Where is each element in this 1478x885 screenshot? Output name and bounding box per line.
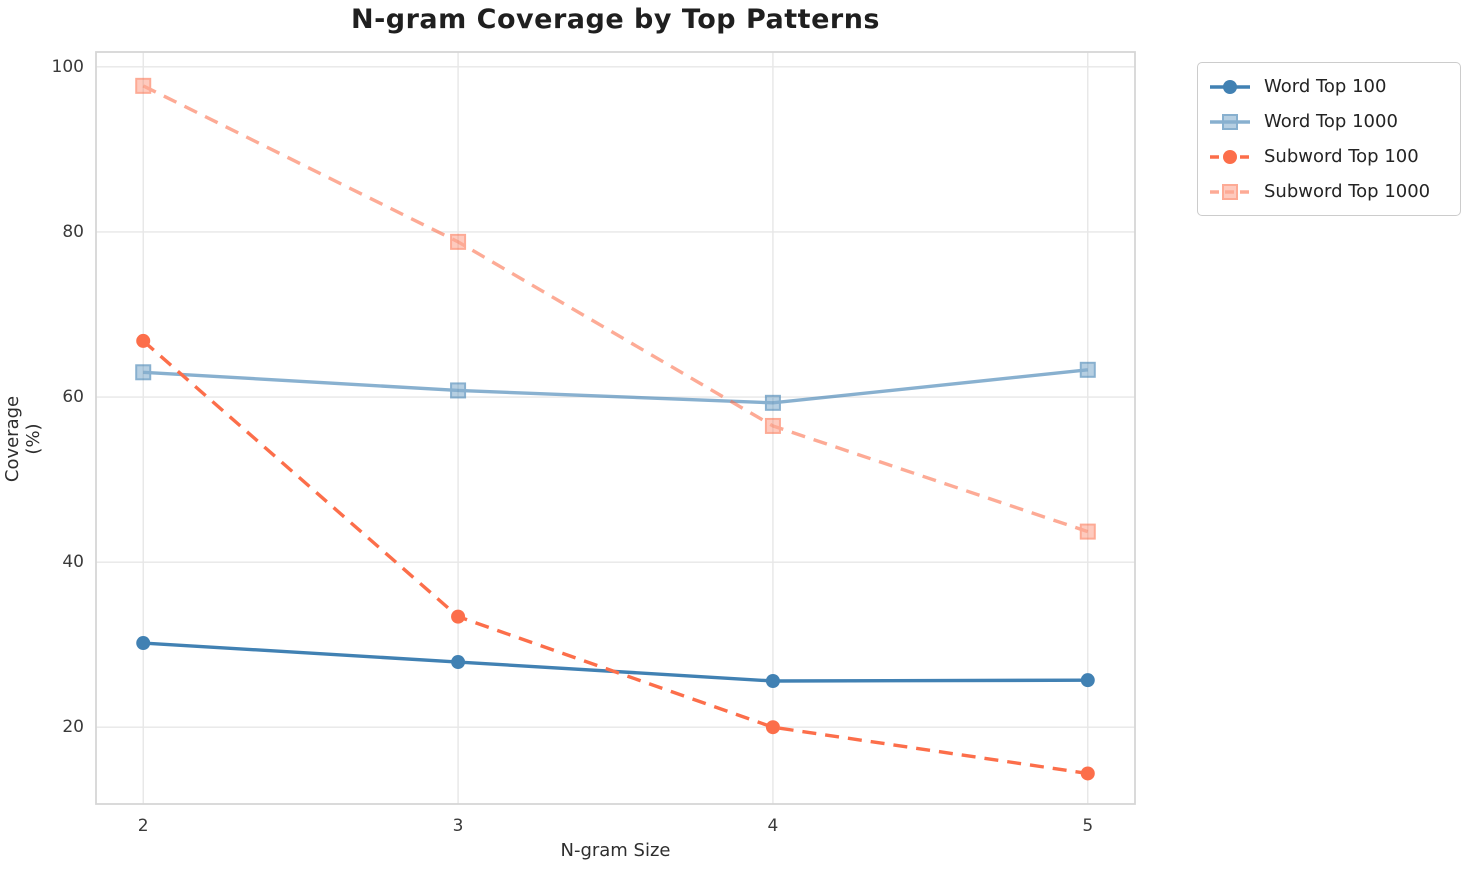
legend-sample-word-top-100 [1210,79,1250,94]
legend-label-subword-top-1000: Subword Top 1000 [1264,181,1431,202]
x-tick-label: 5 [1082,816,1094,836]
legend-marker-word-top-1000 [1222,113,1238,130]
y-tick-label: 20 [62,717,84,738]
marker-word-top-1000 [135,364,152,381]
legend-marker-subword-top-100 [1223,149,1237,164]
y-tick-label: 100 [51,56,84,77]
legend-item-subword-top-1000: Subword Top 1000 [1208,176,1446,207]
marker-subword-top-1000 [135,77,152,94]
legend-item-word-top-1000: Word Top 1000 [1208,106,1446,137]
marker-subword-top-1000 [450,233,467,250]
marker-word-top-100 [765,674,780,689]
legend: Word Top 100 Word Top 1000 Subword Top 100… [1197,62,1461,216]
series-word-top-100 [136,636,1095,689]
marker-word-top-100 [136,636,151,651]
legend-marker-word-top-100 [1223,79,1237,94]
marker-word-top-100 [451,655,466,670]
series-line-subword-top-1000 [142,84,1089,534]
marker-subword-top-100 [765,720,780,735]
series-word-top-1000 [135,361,1096,411]
series-line-word-top-100 [143,641,1088,683]
legend-sample-subword-top-100 [1210,149,1250,164]
legend-label-word-top-1000: Word Top 1000 [1264,111,1398,132]
series-subword-top-100 [136,333,1095,781]
marker-word-top-1000 [450,382,467,399]
chart-title: N-gram Coverage by Top Patterns [350,4,880,35]
y-tick-label: 80 [62,221,84,242]
x-tick-label: 4 [767,816,779,836]
legend-marker-subword-top-1000 [1222,183,1238,200]
legend-label-word-top-100: Word Top 100 [1264,76,1387,97]
marker-word-top-1000 [764,394,781,411]
legend-sample-word-top-1000 [1210,113,1250,130]
x-tick-label: 3 [452,816,464,836]
marker-subword-top-1000 [764,417,781,434]
series-line-subword-top-100 [142,339,1089,776]
marker-subword-top-100 [1080,766,1095,781]
marker-subword-top-100 [451,609,466,624]
legend-sample-subword-top-1000 [1210,183,1250,200]
series-subword-top-1000 [135,77,1096,540]
plot-frame [95,51,1136,805]
legend-item-subword-top-100: Subword Top 100 [1208,141,1446,172]
marker-subword-top-100 [136,333,151,348]
legend-item-word-top-100: Word Top 100 [1208,71,1446,102]
y-tick-label: 60 [62,387,84,408]
x-axis-label: N-gram Size [560,840,671,861]
marker-word-top-100 [1080,673,1095,688]
y-tick-label: 40 [62,552,84,573]
marker-subword-top-1000 [1079,523,1096,540]
series-line-word-top-1000 [143,368,1088,405]
x-tick-label: 2 [137,816,149,836]
legend-label-subword-top-100: Subword Top 100 [1264,146,1419,167]
marker-word-top-1000 [1079,361,1096,378]
